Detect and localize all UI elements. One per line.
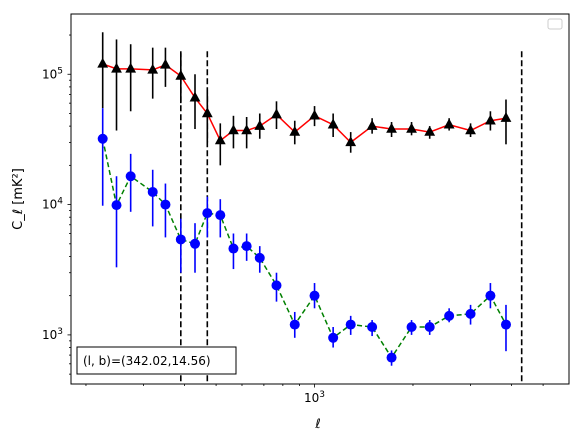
data-point-triangle (125, 62, 137, 73)
data-point-circle (241, 241, 252, 252)
data-point-circle (271, 280, 282, 291)
data-point-triangle (97, 57, 109, 68)
data-point-circle (289, 319, 300, 330)
data-point-triangle (424, 125, 436, 136)
data-point-circle (215, 210, 226, 221)
plot-area (71, 14, 569, 384)
data-point-circle (386, 352, 397, 363)
data-point-triangle (160, 58, 171, 69)
data-point-triangle (500, 112, 512, 122)
annotation-box: (l, b)=(342.02,14.56) (76, 346, 237, 375)
data-point-triangle (485, 114, 496, 125)
data-point-circle (345, 319, 356, 330)
data-point-circle (228, 243, 239, 254)
x-tick-label: 103 (304, 390, 325, 405)
data-point-triangle (228, 124, 239, 135)
y-tick-label: 103 (42, 327, 63, 342)
data-point-triangle (214, 134, 226, 145)
data-point-circle (147, 186, 158, 197)
y-tick-label: 104 (42, 197, 63, 212)
plot-frame (70, 13, 570, 385)
data-point-circle (111, 200, 122, 211)
data-point-circle (406, 321, 417, 332)
data-point-triangle (271, 108, 282, 119)
x-axis-label: ℓ (314, 417, 320, 432)
data-point-triangle (241, 124, 253, 135)
legend-box (547, 18, 563, 30)
data-point-triangle (327, 118, 339, 129)
data-point-circle (125, 171, 136, 182)
data-point-triangle (289, 125, 301, 136)
data-point-circle (160, 199, 171, 210)
data-point-circle (485, 290, 496, 301)
axis-ticks: 103 103 104 105 (42, 34, 544, 405)
data-point-triangle (111, 62, 122, 73)
data-point-triangle (406, 122, 417, 133)
data-point-triangle (147, 63, 159, 74)
y-axis-label: C_ℓ [mK²] (11, 168, 26, 230)
data-point-circle (97, 133, 108, 144)
series-triangle (97, 32, 512, 166)
series-circle (97, 108, 511, 366)
data-point-triangle (309, 109, 320, 120)
data-point-circle (500, 319, 511, 330)
data-point-triangle (345, 136, 357, 147)
data-point-circle (175, 234, 186, 245)
data-point-circle (465, 308, 476, 319)
data-point-circle (328, 332, 339, 343)
data-point-circle (444, 310, 455, 321)
data-point-circle (190, 238, 201, 249)
data-point-circle (202, 208, 213, 219)
data-point-circle (254, 252, 265, 263)
data-point-circle (424, 321, 435, 332)
data-point-triangle (254, 119, 266, 130)
data-point-triangle (201, 107, 213, 118)
data-point-triangle (386, 122, 397, 133)
y-tick-label: 105 (42, 66, 63, 81)
series-layer (97, 32, 512, 366)
data-point-triangle (443, 118, 455, 129)
data-point-triangle (175, 69, 187, 80)
annotation-text: (l, b)=(342.02,14.56) (83, 354, 211, 368)
data-point-triangle (465, 124, 476, 135)
data-point-circle (309, 290, 320, 301)
data-point-triangle (366, 119, 378, 130)
data-point-triangle (189, 91, 201, 102)
data-point-circle (367, 321, 378, 332)
